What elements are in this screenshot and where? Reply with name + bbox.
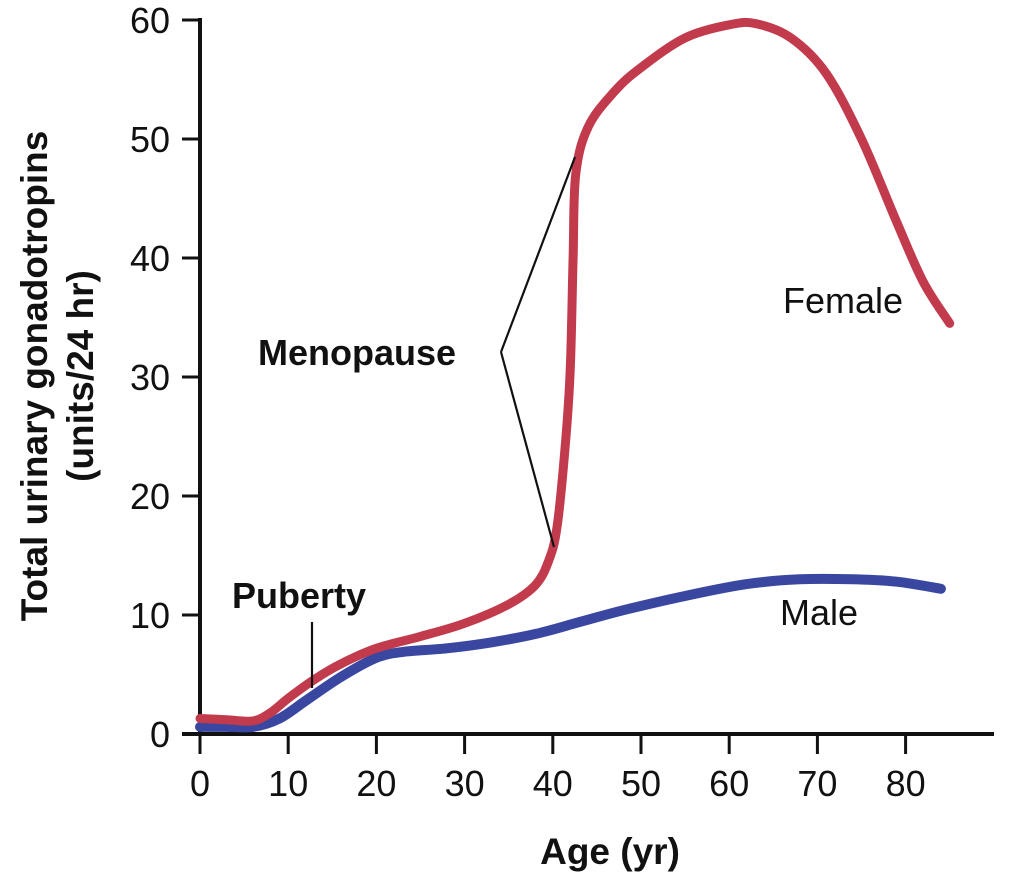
female-series-line: [195, 17, 955, 726]
x-tick-label: 0: [190, 763, 210, 804]
y-axis-title: Total urinary gonadotropins (units/24 hr…: [14, 131, 101, 622]
menopause-leader-upper: [499, 156, 577, 353]
x-tick-label: 50: [621, 763, 661, 804]
x-tick-label: 40: [533, 763, 573, 804]
y-tick-label: 10: [130, 595, 170, 636]
y-axis-title-line-1: Total urinary gonadotropins: [14, 131, 55, 622]
y-axis-title-line-2: (units/24 hr): [60, 270, 101, 482]
y-tick-label: 30: [130, 357, 170, 398]
x-tick-label: 20: [356, 763, 396, 804]
x-tick-label: 30: [445, 763, 485, 804]
x-tick-label: 60: [709, 763, 749, 804]
x-axis-title: Age (yr): [540, 831, 680, 872]
x-tick-label: 70: [797, 763, 837, 804]
x-tick-label: 10: [268, 763, 308, 804]
y-tick-label: 60: [130, 0, 170, 41]
y-axis-ticks: 0 10 20 30 40 50 60: [130, 0, 200, 755]
menopause-leader-lower: [499, 351, 556, 548]
x-tick-label: 80: [886, 763, 926, 804]
puberty-label: Puberty: [232, 575, 366, 616]
x-axis-ticks: 0 10 20 30 40 50 60 70 80: [190, 734, 926, 804]
menopause-label: Menopause: [258, 332, 456, 373]
male-series-line: [195, 573, 946, 733]
y-tick-label: 40: [130, 238, 170, 279]
y-tick-label: 0: [150, 714, 170, 755]
y-tick-label: 50: [130, 119, 170, 160]
male-series-label: Male: [780, 592, 858, 633]
y-tick-label: 20: [130, 476, 170, 517]
female-series-label: Female: [783, 280, 903, 321]
